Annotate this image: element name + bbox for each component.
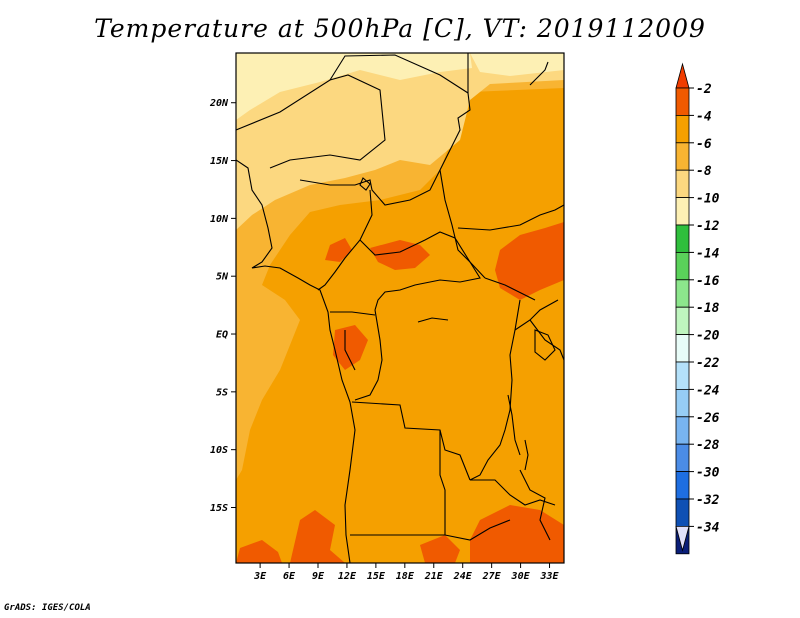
colorbar-label: -8	[696, 164, 712, 179]
lat-tick-label: 5N	[216, 272, 229, 283]
colorbar-bin	[675, 306, 690, 336]
colorbar-bin	[675, 361, 690, 390]
lake-malawi	[524, 439, 529, 471]
nile-east-coast	[529, 61, 549, 86]
colorbar-bin	[675, 388, 690, 418]
field-m4-m2-central	[370, 240, 430, 270]
colorbar-bin	[675, 224, 690, 253]
map-title: Temperature at 500hPa [C], VT: 201911200…	[94, 14, 706, 43]
temperature-field	[236, 53, 564, 563]
colorbar-label: -22	[696, 356, 720, 371]
lon-tick-label: 15E	[367, 571, 386, 582]
lake-chad	[359, 177, 371, 191]
border-malawi	[519, 469, 551, 541]
field-m4-m2-sw-corner	[236, 540, 282, 563]
field-m4-m2-gabon	[333, 325, 368, 370]
colorbar-over-arrow	[675, 62, 690, 89]
plot-frame	[235, 52, 565, 564]
lat-tick-label: 20N	[209, 98, 229, 109]
lat-tick-label: EQ	[216, 330, 228, 341]
colorbar-under-arrow	[675, 526, 690, 552]
lon-tick-label: 27E	[482, 571, 502, 582]
colorbar-label: -26	[696, 411, 720, 426]
colorbar-bin	[675, 197, 690, 226]
latitude-axis: 20N 15N 10N 5N EQ 5S 10S 15S	[209, 98, 236, 514]
colorbar-label: -18	[696, 301, 720, 316]
colorbar-bin	[675, 471, 690, 500]
lon-tick-label: 33E	[539, 571, 559, 582]
colorbar-label: -34	[696, 520, 720, 535]
lat-tick-label: 5S	[216, 387, 228, 398]
field-m12-m10-north-2	[470, 53, 564, 76]
longitude-axis: 3E 6E 9E 12E 15E 18E 21E 24E 27E 30E 33E	[253, 563, 560, 582]
lake-victoria	[534, 329, 556, 361]
lat-tick-label: 10N	[210, 214, 229, 225]
coastline-west-africa	[236, 159, 356, 563]
colorbar-bin	[675, 498, 690, 527]
lon-tick-label: 24E	[453, 571, 473, 582]
colorbar-label: -4	[696, 109, 712, 124]
border-gabon-congo	[344, 330, 356, 371]
colorbar-bin	[675, 416, 690, 445]
lat-tick-label: 10S	[210, 445, 228, 456]
colorbar-label: -14	[696, 246, 720, 261]
field-m4-m2-south-coast	[290, 510, 345, 563]
border-congo-drc	[354, 309, 383, 401]
border-nigeria-cameroon	[317, 189, 373, 291]
border-zambia	[470, 479, 556, 506]
colorbar-bin	[675, 443, 690, 473]
border-gabon	[330, 311, 376, 316]
credit-text: GrADS: IGES/COLA	[4, 603, 91, 613]
lat-tick-label: 15N	[210, 156, 229, 167]
colorbar-label: -6	[696, 137, 712, 152]
border-sudan-south	[457, 204, 564, 231]
river-congo	[417, 317, 449, 323]
lon-tick-label: 18E	[396, 571, 415, 582]
border-car	[359, 231, 481, 311]
colorbar-bin	[675, 279, 690, 308]
colorbar-label: -10	[696, 192, 720, 207]
colorbar-label: -20	[696, 329, 720, 344]
border-angola-zambia	[350, 430, 446, 536]
lake-tanganyika	[507, 394, 521, 456]
border-drc-east	[469, 299, 521, 481]
field-m4-m2-east	[495, 222, 564, 300]
field-m12-m10-north	[236, 53, 472, 120]
colorbar-bin	[675, 251, 690, 281]
border-zambia-zimbabwe	[444, 519, 511, 541]
lon-tick-label: 21E	[424, 571, 444, 582]
field-m4-m2-south-mid	[420, 535, 460, 563]
border-uganda	[514, 299, 559, 331]
lat-tick-label: 15S	[210, 503, 228, 514]
colorbar-label: -32	[696, 493, 720, 508]
colorbar-bin	[675, 115, 690, 144]
colorbar-label: -16	[696, 274, 720, 289]
colorbar-label: -2	[696, 82, 712, 97]
colorbar-label: -30	[696, 466, 720, 481]
border-south-sudan-drc	[484, 277, 536, 301]
colorbar: -2 -4 -6 -8 -10 -12 -14 -16 -18 -20 -22 -24 -26 -28 -3…	[675, 62, 720, 555]
lon-tick-label: 3E	[253, 571, 267, 582]
border-mali-algeria	[236, 74, 386, 169]
colorbar-label: -12	[696, 219, 720, 234]
field-m10-m8-sahara	[236, 53, 564, 230]
country-borders	[236, 53, 564, 563]
lon-tick-label: 30E	[511, 571, 531, 582]
colorbar-bin	[675, 142, 690, 171]
colorbar-label: -24	[696, 383, 720, 398]
colorbar-bin	[675, 87, 690, 116]
colorbar-bin	[675, 334, 690, 363]
field-m4-m2-west	[325, 238, 352, 262]
lon-tick-label: 6E	[283, 571, 296, 582]
lon-tick-label: 12E	[338, 571, 357, 582]
lon-tick-label: 9E	[312, 571, 325, 582]
colorbar-label: -28	[696, 438, 720, 453]
colorbar-bin	[675, 169, 690, 198]
